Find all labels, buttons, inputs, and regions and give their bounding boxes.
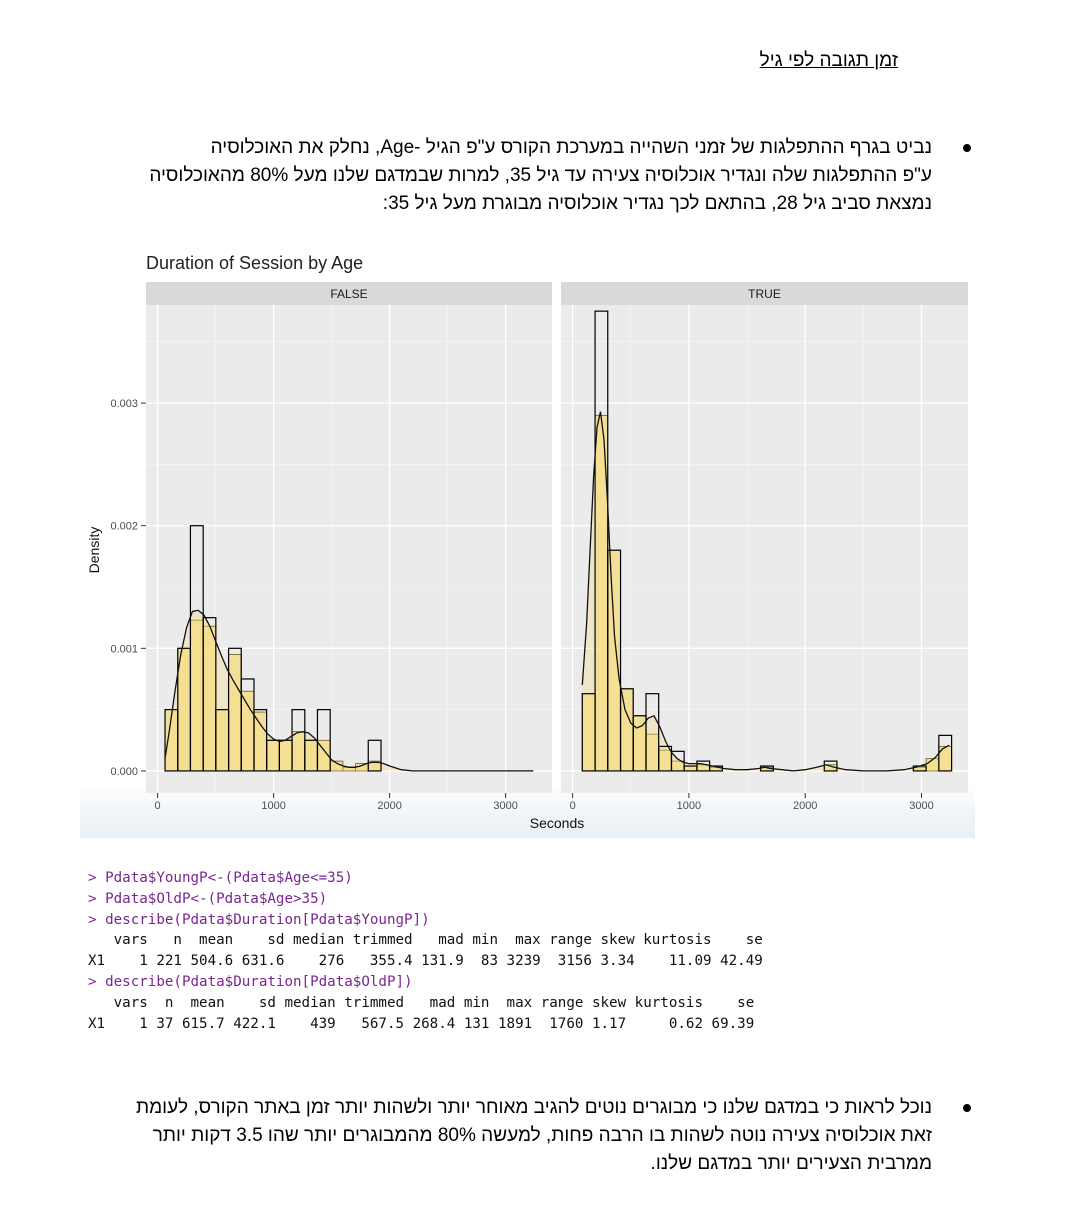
x-tick-label: 0: [155, 800, 161, 812]
histogram-outline-bar: [645, 693, 660, 772]
facet-strip-label: TRUE: [748, 287, 781, 301]
console-line: vars n mean sd median trimmed mad min ma…: [88, 932, 763, 949]
x-tick-label: 1000: [677, 800, 701, 812]
y-tick-label: 0.001: [110, 643, 138, 655]
console-line: vars n mean sd median trimmed mad min ma…: [88, 994, 755, 1011]
bullet-point: [963, 144, 971, 152]
console-line: > Pdata$YoungP<-(Pdata$Age<=35): [88, 870, 353, 886]
paragraph-line: נמצאת סביב גיל 28, בהתאם לכך נגדיר אוכלו…: [382, 193, 932, 214]
facet-strip: [146, 282, 552, 305]
y-tick-label: 0.002: [110, 521, 138, 533]
histogram-outline-bar: [607, 549, 622, 772]
facet-strip-label: FALSE: [330, 287, 367, 301]
y-tick-label: 0.000: [110, 766, 138, 778]
paragraph-line: נביט בגרף ההתפלגות של זמני השהייה במערכת…: [210, 137, 932, 158]
chart-title: Duration of Session by Age: [146, 253, 363, 273]
density-curve: [164, 609, 534, 772]
console-line: X1 1 221 504.6 631.6 276 355.4 131.9 83 …: [88, 953, 763, 970]
x-tick-label: 0: [570, 800, 576, 812]
paragraph-line: זאת אוכלוסיה צעירה נוטה לשהות בו הרבה פח…: [152, 1125, 932, 1146]
x-tick-label: 2000: [793, 800, 817, 812]
chart-figure: Duration of Session by Age Density 0.000 0.…: [80, 240, 975, 838]
x-tick-label: 3000: [493, 800, 517, 812]
histogram-chart: Duration of Session by Age Density 0.000 0.…: [80, 253, 975, 838]
intro-paragraph: נביט בגרף ההתפלגות של זמני השהייה במערכת…: [72, 134, 932, 218]
console-line: > describe(Pdata$Duration[Pdata$YoungP]): [88, 911, 430, 928]
console-line: X1 1 37 615.7 422.1 439 567.5 268.4 131 …: [88, 1015, 755, 1032]
x-tick-label: 2000: [377, 800, 401, 812]
density-curve: [581, 411, 950, 772]
console-line: > describe(Pdata$Duration[Pdata$OldP]): [88, 973, 413, 990]
paragraph-line: ממרבית הצעירים יותר במדגם שלנו.: [650, 1153, 932, 1174]
histogram-outline-bar: [316, 709, 331, 772]
facet-strip: [561, 282, 968, 305]
density-area: [165, 610, 534, 771]
section-heading: זמן תגובה לפי גיל: [759, 50, 898, 71]
histogram-outline-bar: [670, 750, 685, 772]
console-line: > Pdata$OldP<-(Pdata$Age>35): [88, 890, 328, 907]
density-area: [582, 411, 950, 771]
conclusion-paragraph: נוכל לראות כי במדגם שלנו כי מבוגרים נוטי…: [72, 1094, 932, 1178]
histogram-outline-bar: [823, 760, 838, 772]
histogram-outline-bar: [202, 617, 217, 772]
x-tick-label: 3000: [909, 800, 933, 812]
paragraph-line: נוכל לראות כי במדגם שלנו כי מבוגרים נוטי…: [135, 1097, 932, 1118]
x-tick-label: 1000: [261, 800, 285, 812]
y-tick-label: 0.003: [110, 398, 138, 410]
y-axis-label: Density: [86, 527, 102, 574]
x-axis-label: Seconds: [530, 815, 584, 831]
paragraph-line: ע"פ ההתפלגות שלה ונגדיר אוכלוסיה צעירה ע…: [149, 165, 932, 186]
histogram-outline-bar: [594, 310, 609, 772]
bullet-point: [963, 1104, 971, 1112]
histogram-outline-bar: [367, 739, 382, 772]
r-console-output: > Pdata$YoungP<-(Pdata$Age<=35) > Pdata$…: [88, 868, 763, 1034]
